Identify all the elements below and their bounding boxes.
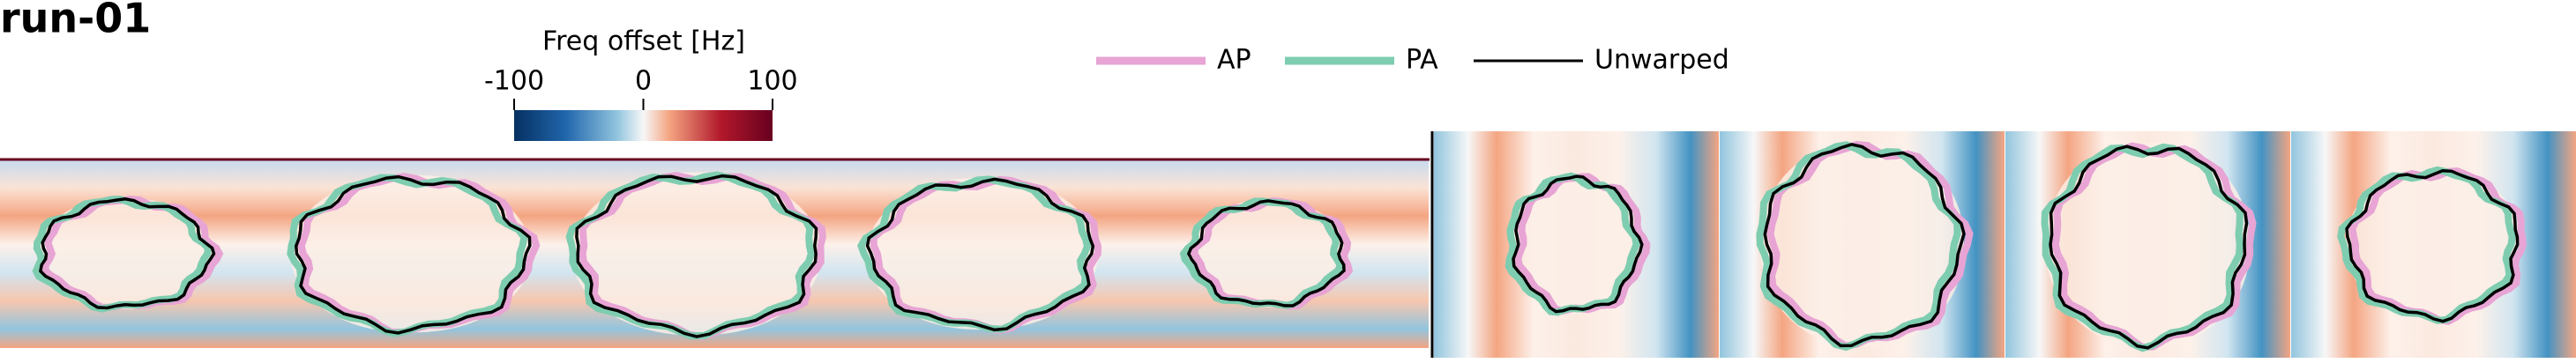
colorbar-tick-label: 100	[747, 66, 797, 97]
legend-label: PA	[1406, 45, 1438, 76]
unwarped-contour	[2345, 169, 2520, 323]
ap-contour	[1766, 141, 1974, 350]
panel-center	[571, 172, 822, 336]
ap-contour	[2051, 142, 2257, 351]
unwarped-contour	[39, 197, 216, 310]
unwarped-contour	[2049, 144, 2249, 350]
legend-label: Unwarped	[1594, 45, 1729, 76]
legend-label: AP	[1217, 45, 1251, 76]
pa-contour	[1756, 141, 1961, 352]
panel-center	[2345, 168, 2522, 321]
pa-contour	[1179, 197, 1344, 309]
ap-contour	[2348, 167, 2527, 325]
colorbar	[514, 110, 773, 141]
panel-center	[866, 177, 1099, 330]
colorbar-tick-label: -100	[484, 66, 544, 97]
panel-center	[1512, 174, 1641, 315]
panel-center	[290, 174, 532, 333]
title: run-01	[0, 0, 151, 42]
ap-contour	[870, 175, 1102, 335]
panel-center	[1189, 200, 1348, 307]
panel-center	[37, 198, 213, 309]
colorbar-label: Freq offset [Hz]	[542, 26, 745, 57]
pa-contour	[287, 174, 528, 337]
pa-contour	[2041, 143, 2244, 352]
unwarped-contour	[295, 174, 532, 335]
panels	[0, 131, 2576, 358]
panel-center	[2046, 143, 2250, 346]
pa-contour	[856, 175, 1092, 333]
unwarped-contour	[865, 177, 1095, 332]
colorbar-tick-label: 0	[635, 66, 652, 97]
ap-contour	[1191, 196, 1354, 310]
panel-center	[1760, 143, 1964, 346]
unwarped-contour	[575, 174, 818, 338]
unwarped-contour	[1512, 174, 1644, 314]
unwarped-contour	[1186, 199, 1346, 307]
unwarped-contour	[1763, 143, 1966, 348]
